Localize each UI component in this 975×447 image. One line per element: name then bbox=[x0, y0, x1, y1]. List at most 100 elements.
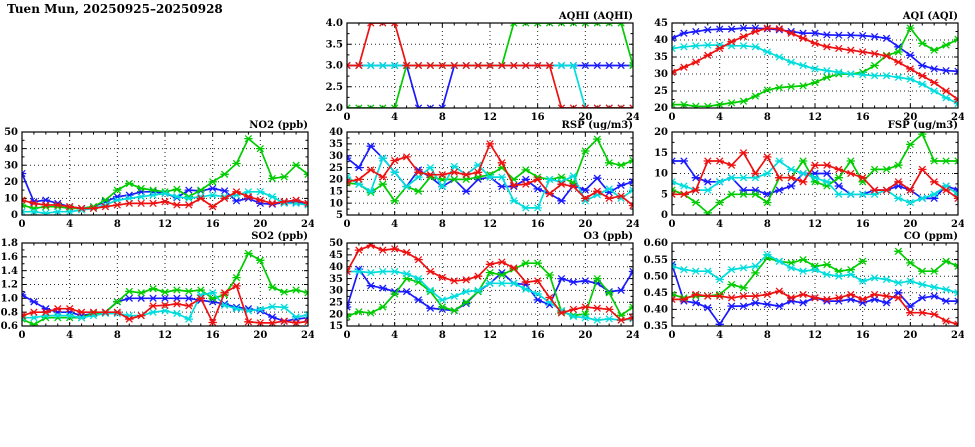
y-tick-label: 30 bbox=[654, 69, 668, 80]
y-tick-label: 50 bbox=[329, 238, 343, 249]
x-tick-label: 20 bbox=[903, 219, 917, 230]
y-tick-label: 10 bbox=[654, 169, 668, 180]
x-tick-label: 4 bbox=[716, 330, 723, 341]
y-tick-label: 3.0 bbox=[326, 61, 343, 72]
x-tick-label: 24 bbox=[951, 112, 964, 123]
x-tick-label: 20 bbox=[903, 112, 917, 123]
y-tick-label: 4.0 bbox=[326, 18, 343, 29]
x-tick-label: 4 bbox=[66, 219, 73, 230]
x-tick-label: 16 bbox=[856, 112, 870, 123]
x-tick-label: 20 bbox=[578, 219, 592, 230]
y-tick-label: 50 bbox=[4, 127, 18, 138]
x-tick-label: 20 bbox=[903, 330, 917, 341]
x-tick-label: 16 bbox=[856, 330, 870, 341]
x-tick-label: 8 bbox=[439, 219, 446, 230]
chart-title: NO2 (ppb) bbox=[249, 120, 308, 131]
x-tick-label: 4 bbox=[716, 219, 723, 230]
x-tick-label: 0 bbox=[669, 330, 676, 341]
y-tick-label: 20 bbox=[329, 175, 343, 186]
x-tick-label: 0 bbox=[669, 112, 676, 123]
x-tick-label: 0 bbox=[344, 219, 351, 230]
x-tick-label: 12 bbox=[158, 330, 172, 341]
x-tick-label: 24 bbox=[951, 330, 964, 341]
chart-title: SO2 (ppb) bbox=[251, 231, 308, 242]
x-tick-label: 12 bbox=[808, 330, 822, 341]
y-tick-label: 40 bbox=[329, 262, 343, 273]
x-tick-label: 4 bbox=[391, 330, 398, 341]
y-tick-label: 1.0 bbox=[1, 294, 18, 305]
y-tick-label: 15 bbox=[329, 187, 343, 198]
y-tick-label: 1.4 bbox=[1, 266, 18, 277]
x-tick-label: 20 bbox=[578, 330, 592, 341]
y-tick-label: 0 bbox=[11, 210, 18, 221]
x-tick-label: 0 bbox=[669, 219, 676, 230]
y-tick-label: 5 bbox=[336, 210, 343, 221]
x-tick-label: 16 bbox=[206, 330, 220, 341]
y-tick-label: 40 bbox=[4, 144, 18, 155]
x-tick-label: 12 bbox=[483, 330, 497, 341]
plot-border bbox=[346, 131, 634, 216]
chart-title: AQHI (AQHI) bbox=[558, 11, 633, 22]
x-tick-label: 8 bbox=[114, 219, 121, 230]
y-tick-label: 35 bbox=[329, 274, 343, 285]
x-tick-label: 16 bbox=[531, 219, 545, 230]
y-tick-label: 40 bbox=[329, 127, 343, 138]
x-tick-label: 24 bbox=[626, 219, 639, 230]
series-red-line bbox=[672, 151, 959, 200]
x-tick-label: 24 bbox=[951, 219, 964, 230]
x-tick-label: 0 bbox=[344, 330, 351, 341]
y-tick-label: 30 bbox=[329, 286, 343, 297]
y-tick-label: 10 bbox=[329, 198, 343, 209]
x-tick-label: 4 bbox=[66, 330, 73, 341]
plot-border bbox=[671, 242, 959, 327]
page-title: Tuen Mun, 20250925–20250928 bbox=[7, 2, 223, 16]
y-tick-label: 1.8 bbox=[1, 238, 18, 249]
series-green-line bbox=[671, 250, 959, 299]
y-tick-label: 0.45 bbox=[644, 288, 668, 299]
y-tick-label: 15 bbox=[654, 148, 668, 159]
x-tick-label: 8 bbox=[764, 112, 771, 123]
y-tick-label: 2.0 bbox=[326, 103, 343, 114]
x-tick-label: 12 bbox=[808, 112, 822, 123]
x-tick-label: 16 bbox=[531, 330, 545, 341]
plot-border bbox=[21, 131, 309, 216]
y-tick-label: 0.60 bbox=[644, 238, 668, 249]
x-tick-label: 0 bbox=[19, 330, 26, 341]
chart-so2: 0.6 0.8 1.0 1.2 1.4 1.6 1.8 0 4 8 12 16 20 24 SO2 (ppb… bbox=[1, 231, 314, 341]
x-tick-label: 16 bbox=[856, 219, 870, 230]
x-tick-label: 24 bbox=[626, 112, 639, 123]
chart-co: 0.35 0.40 0.45 0.50 0.55 0.60 0 4 8 12 16 20 24 CO (p… bbox=[644, 231, 964, 341]
y-tick-label: 1.2 bbox=[1, 280, 18, 291]
y-tick-label: 25 bbox=[329, 298, 343, 309]
x-tick-label: 24 bbox=[301, 330, 314, 341]
x-tick-label: 4 bbox=[391, 219, 398, 230]
plot-border bbox=[671, 22, 959, 109]
y-tick-label: 10 bbox=[4, 194, 18, 205]
y-tick-label: 0.50 bbox=[644, 271, 668, 282]
plot-border bbox=[346, 242, 634, 327]
y-tick-label: 30 bbox=[4, 160, 18, 171]
y-tick-label: 1.6 bbox=[1, 252, 18, 263]
y-tick-label: 20 bbox=[329, 309, 343, 320]
chart-fsp: 0 5 10 15 20 0 4 8 12 16 20 24 FSP (ug/m3) bbox=[654, 120, 964, 230]
x-tick-label: 8 bbox=[439, 112, 446, 123]
plot-border bbox=[346, 22, 634, 109]
x-tick-label: 8 bbox=[764, 219, 771, 230]
x-tick-label: 0 bbox=[344, 112, 351, 123]
series-green-line bbox=[21, 137, 309, 210]
x-tick-label: 12 bbox=[808, 219, 822, 230]
y-tick-label: 0.35 bbox=[644, 321, 668, 332]
y-tick-label: 20 bbox=[654, 127, 668, 138]
x-tick-label: 4 bbox=[716, 112, 723, 123]
y-tick-label: 0.6 bbox=[1, 321, 18, 332]
plot-border bbox=[21, 242, 309, 327]
x-tick-label: 12 bbox=[158, 219, 172, 230]
y-tick-label: 40 bbox=[654, 35, 668, 46]
x-tick-label: 20 bbox=[578, 112, 592, 123]
y-tick-label: 0.55 bbox=[644, 255, 668, 266]
chart-title: FSP (ug/m3) bbox=[888, 120, 958, 131]
chart-aqhi: 2.0 2.5 3.0 3.5 4.0 0 4 8 12 16 20 24 AQHI (AQHI) bbox=[326, 11, 639, 123]
x-tick-label: 24 bbox=[626, 330, 639, 341]
